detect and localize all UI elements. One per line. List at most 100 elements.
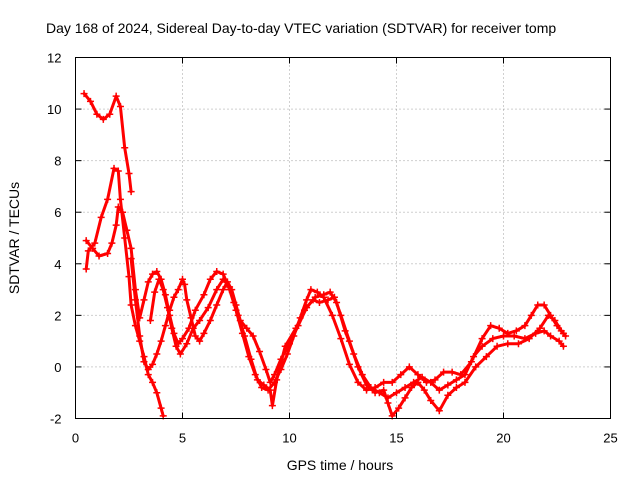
data-point (384, 399, 392, 407)
data-point (196, 337, 204, 345)
data-point (309, 296, 317, 304)
data-point (536, 324, 544, 332)
y-tick-label: 10 (47, 102, 61, 117)
data-point (241, 332, 249, 340)
data-point (478, 335, 486, 343)
data-point (452, 376, 460, 384)
data-point (82, 265, 90, 273)
data-point (482, 353, 490, 361)
data-point (266, 378, 274, 386)
data-point (470, 353, 478, 361)
tick-labels: 0 5 10 15 20 25 -2 0 2 4 6 8 10 12 (47, 51, 618, 446)
data-point (127, 301, 135, 309)
data-point (82, 237, 90, 245)
data-point (380, 386, 388, 394)
data-point (527, 311, 535, 319)
data-point (114, 167, 122, 175)
x-tick-label: 10 (282, 431, 296, 446)
data-point (371, 389, 379, 397)
data-point (534, 301, 542, 309)
grid (75, 57, 611, 419)
y-tick-label: 12 (47, 51, 61, 66)
series-track-c (82, 203, 567, 394)
data-point (174, 286, 182, 294)
data-point (114, 203, 122, 211)
data-point (345, 337, 353, 345)
data-point (149, 270, 157, 278)
data-point (140, 296, 148, 304)
data-point (206, 275, 214, 283)
data-point (401, 384, 409, 392)
data-point (127, 188, 135, 196)
data-point (191, 332, 199, 340)
data-point (320, 291, 328, 299)
data-point (544, 311, 552, 319)
data-point (388, 378, 396, 386)
data-point (179, 275, 186, 283)
data-point (401, 394, 409, 402)
data-point (354, 378, 362, 386)
data-point (315, 298, 323, 306)
data-point (557, 327, 565, 335)
data-point (547, 332, 555, 340)
data-point (444, 381, 452, 389)
data-point (183, 296, 191, 304)
data-point (440, 368, 448, 376)
data-point (328, 311, 336, 319)
data-point (204, 304, 212, 312)
data-point (435, 386, 443, 394)
data-point (136, 332, 144, 340)
data-point (461, 378, 469, 386)
data-point (414, 378, 422, 386)
data-point (504, 340, 512, 348)
data-point (324, 296, 332, 304)
data-point (420, 386, 428, 394)
x-axis-title: GPS time / hours (287, 457, 394, 473)
data-point (326, 288, 334, 296)
data-point (106, 110, 114, 118)
data-point (149, 378, 157, 386)
data-point (91, 239, 99, 247)
y-tick-label: 0 (54, 360, 61, 375)
data-point (80, 90, 88, 98)
data-point (292, 324, 300, 332)
data-point (393, 389, 400, 397)
data-point (112, 92, 120, 100)
data-point (487, 322, 495, 330)
data-point (303, 296, 311, 304)
y-tick-label: 6 (54, 205, 61, 220)
data-point (183, 340, 191, 348)
data-point (562, 332, 570, 340)
data-point (116, 102, 124, 110)
data-point (514, 340, 522, 348)
data-point (89, 244, 97, 252)
data-point (121, 144, 129, 152)
data-point (345, 360, 353, 368)
data-point (119, 208, 127, 216)
data-point (551, 317, 559, 325)
y-tick-label: 8 (54, 154, 61, 169)
data-point (86, 97, 94, 105)
data-point (472, 363, 480, 371)
data-point (149, 360, 157, 368)
data-point (540, 327, 548, 335)
data-point (176, 350, 184, 358)
data-point (414, 371, 422, 379)
data-point (266, 386, 274, 394)
data-point (196, 317, 204, 325)
data-point (213, 301, 221, 309)
data-point (144, 278, 152, 286)
y-tick-label: 2 (54, 308, 61, 323)
data-point (262, 366, 270, 374)
data-point (108, 239, 116, 247)
data-point (121, 234, 129, 242)
series-line (84, 205, 565, 392)
data-point (363, 381, 371, 389)
data-point (230, 298, 238, 306)
data-point (189, 324, 197, 332)
data-point (151, 288, 159, 296)
data-point (330, 293, 338, 301)
x-tick-label: 5 (179, 431, 186, 446)
data-point (493, 342, 501, 350)
